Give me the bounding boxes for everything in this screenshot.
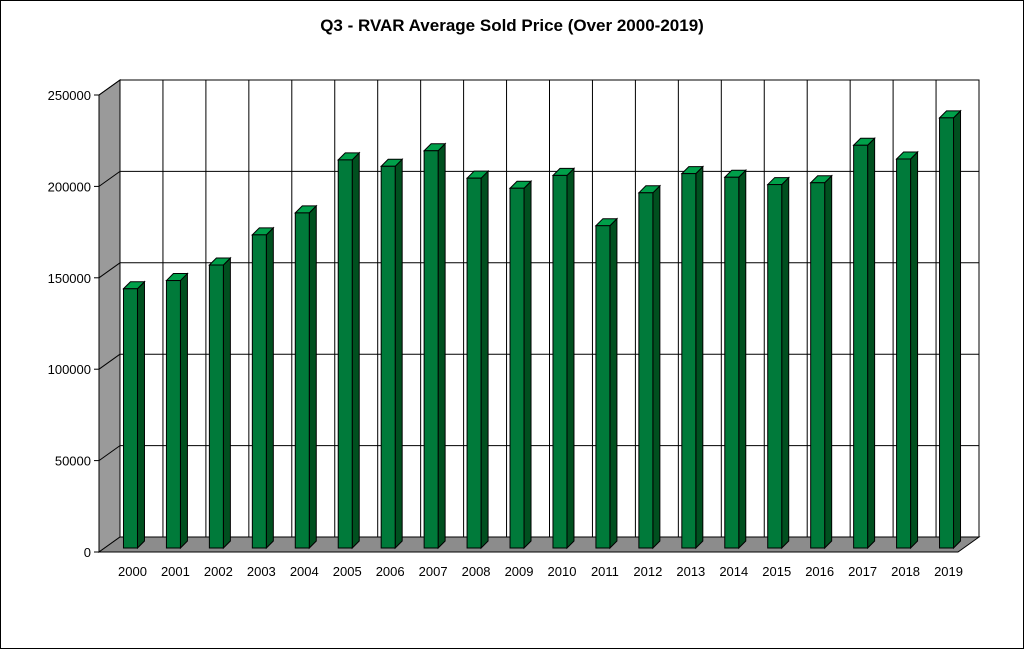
bar-side xyxy=(824,174,833,550)
left-wall xyxy=(98,79,121,553)
bar-front xyxy=(552,174,568,549)
gridline-side xyxy=(98,79,121,96)
y-tick-label: 250000 xyxy=(48,88,91,103)
x-tick-label: 2000 xyxy=(118,564,147,579)
bar xyxy=(465,169,490,550)
bar xyxy=(165,272,189,550)
bar xyxy=(422,142,447,550)
x-tick-label: 2017 xyxy=(848,564,877,579)
bar xyxy=(852,137,876,550)
bar xyxy=(637,184,662,550)
bar-side xyxy=(867,137,876,550)
bar xyxy=(337,151,361,550)
bar-front xyxy=(380,165,396,549)
x-tick-label: 2010 xyxy=(548,564,577,579)
bar-front xyxy=(681,173,697,549)
x-tick-label: 2009 xyxy=(505,564,534,579)
bar xyxy=(680,165,705,550)
bar-side xyxy=(394,158,403,550)
bar xyxy=(122,280,146,550)
bar-side xyxy=(566,167,575,550)
bar-front xyxy=(466,177,482,549)
bar-front xyxy=(251,234,267,549)
bar xyxy=(379,158,404,550)
bar-side xyxy=(351,151,360,550)
bar-side xyxy=(136,280,145,550)
bar-side xyxy=(910,150,919,550)
bar xyxy=(895,150,919,550)
bar-side xyxy=(222,256,231,550)
bar xyxy=(508,180,533,550)
bar-front xyxy=(853,144,869,549)
bar-front xyxy=(896,158,912,549)
bar-side xyxy=(738,169,747,550)
x-tick-label: 2002 xyxy=(204,564,233,579)
bar-side xyxy=(781,176,790,550)
bar-front xyxy=(939,117,955,549)
gridline-side xyxy=(98,353,121,370)
bar-front xyxy=(208,264,224,549)
bar-side xyxy=(652,184,661,550)
x-tick-label: 2005 xyxy=(333,564,362,579)
bar-front xyxy=(724,176,740,549)
bar-side xyxy=(953,109,962,550)
x-tick-label: 2006 xyxy=(376,564,405,579)
bar-front xyxy=(810,182,826,549)
bar-front xyxy=(337,159,353,549)
x-tick-label: 2004 xyxy=(290,564,319,579)
chart-title: Q3 - RVAR Average Sold Price (Over 2000-… xyxy=(320,16,704,35)
bar xyxy=(938,109,962,550)
bar xyxy=(251,226,275,550)
gridline-side xyxy=(98,262,121,279)
bar-side xyxy=(523,180,532,550)
bar xyxy=(809,174,833,550)
plot-area: 0 50000 100000 150000 200000 250000 2000 2001 20… xyxy=(48,79,981,579)
bar-front xyxy=(509,187,525,549)
x-tick-label: 2018 xyxy=(891,564,920,579)
y-tick-label: 0 xyxy=(84,545,91,560)
bar-front xyxy=(767,184,783,549)
gridline-side xyxy=(98,445,121,462)
bar-front xyxy=(423,150,439,549)
bar-front xyxy=(595,225,611,549)
bar-side xyxy=(265,226,274,550)
x-tick-label: 2013 xyxy=(676,564,705,579)
x-tick-label: 2001 xyxy=(161,564,190,579)
bar-front xyxy=(122,288,138,549)
x-tick-label: 2011 xyxy=(591,564,619,579)
bar-front xyxy=(165,280,181,549)
x-tick-label: 2008 xyxy=(462,564,491,579)
x-tick-label: 2003 xyxy=(247,564,276,579)
bar-side xyxy=(695,165,704,550)
x-tick-label: 2015 xyxy=(762,564,791,579)
bar-front xyxy=(638,192,654,549)
gridline-side xyxy=(98,170,121,187)
floor xyxy=(97,536,981,553)
bar xyxy=(766,176,790,550)
bar-side xyxy=(437,142,446,550)
bar xyxy=(551,167,576,550)
bar-side xyxy=(480,169,489,550)
y-tick-label: 50000 xyxy=(55,454,91,469)
x-tick-label: 2014 xyxy=(719,564,748,579)
bar xyxy=(208,256,232,550)
bar-side xyxy=(609,217,618,550)
y-tick-label: 100000 xyxy=(48,362,91,377)
bar xyxy=(294,204,318,550)
x-tick-label: 2019 xyxy=(934,564,963,579)
bar xyxy=(594,217,619,550)
bar xyxy=(723,169,747,550)
bar-side xyxy=(179,272,188,550)
y-tick-label: 200000 xyxy=(48,179,91,194)
x-tick-label: 2012 xyxy=(633,564,662,579)
bar-front xyxy=(294,212,310,549)
x-tick-label: 2007 xyxy=(419,564,448,579)
y-tick-label: 150000 xyxy=(48,271,91,286)
x-tick-label: 2016 xyxy=(805,564,834,579)
bar-side xyxy=(308,204,317,550)
